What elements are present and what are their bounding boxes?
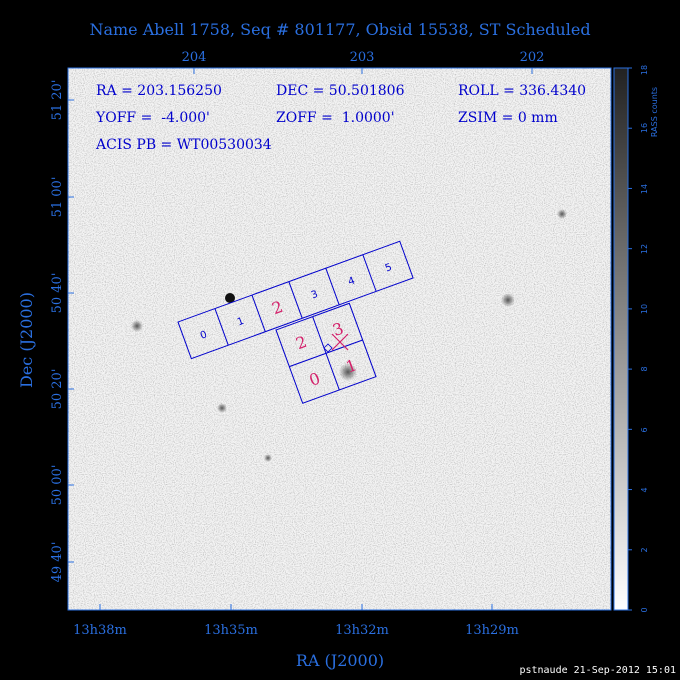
colorbar-tick-16: 16 (640, 123, 649, 133)
colorbar-tick-18: 18 (640, 65, 649, 75)
info-zsim: ZSIM = 0 mm (458, 110, 558, 126)
aimpoint-marker (323, 333, 349, 353)
colorbar-tick-10: 10 (640, 304, 649, 314)
bottom-axis: 13h38m 13h35m 13h32m 13h29m RA (J2000) (73, 604, 519, 670)
acis-s-chip-1: 1 (236, 316, 246, 329)
sky-image (68, 68, 611, 610)
left-tick-50-40: 50 40' (50, 273, 65, 314)
top-tick-203: 203 (350, 50, 375, 65)
colorbar-label: RASS counts (650, 87, 659, 137)
top-tick-204: 204 (182, 50, 207, 65)
bottom-tick-13h38m: 13h38m (73, 623, 127, 638)
left-tick-50-00: 50 00' (50, 465, 65, 506)
info-dec: DEC = 50.501806 (276, 83, 405, 99)
colorbar-tick-4: 4 (640, 487, 649, 492)
info-acis-pb: ACIS PB = WT00530034 (95, 137, 272, 153)
top-tick-202: 202 (520, 50, 545, 65)
top-axis: 204 203 202 (182, 50, 545, 74)
colorbar: 0 2 4 6 8 10 12 14 16 18 RASS counts (613, 65, 659, 613)
bottom-tick-13h35m: 13h35m (204, 623, 258, 638)
left-tick-49-40: 49 40' (50, 542, 65, 583)
colorbar-tick-2: 2 (640, 547, 649, 552)
x-axis-label: RA (J2000) (296, 651, 384, 670)
info-yoff: YOFF = -4.000' (95, 110, 210, 126)
footer-credit: pstnaude 21-Sep-2012 15:01 (519, 665, 676, 676)
bottom-tick-13h29m: 13h29m (465, 623, 519, 638)
pointing-info: RA = 203.156250 DEC = 50.501806 ROLL = 3… (95, 83, 586, 153)
colorbar-tick-8: 8 (640, 366, 649, 371)
info-roll: ROLL = 336.4340 (458, 83, 586, 99)
acis-s-chip-0: 0 (199, 329, 209, 342)
left-tick-51-20: 51 20' (50, 80, 65, 121)
colorbar-tick-12: 12 (640, 244, 649, 254)
acis-s-chip-5: 5 (384, 262, 394, 275)
colorbar-tick-6: 6 (640, 427, 649, 432)
colorbar-tick-0: 0 (640, 607, 649, 612)
bright-source (225, 293, 235, 303)
info-ra: RA = 203.156250 (96, 83, 222, 99)
bottom-tick-13h32m: 13h32m (335, 623, 389, 638)
axes-frame (67, 67, 612, 611)
target-diamond (323, 343, 333, 353)
info-zoff: ZOFF = 1.0000' (276, 110, 395, 126)
acis-s-chip-4: 4 (347, 275, 357, 288)
left-tick-51-00: 51 00' (50, 177, 65, 218)
left-axis: 51 20' 51 00' 50 40' 50 20' 50 00' 49 40… (17, 80, 74, 583)
y-axis-label: Dec (J2000) (17, 292, 36, 388)
plot-title: Name Abell 1758, Seq # 801177, Obsid 155… (89, 20, 590, 39)
left-tick-50-20: 50 20' (50, 369, 65, 410)
colorbar-tick-14: 14 (640, 184, 649, 194)
acis-s-chip-3: 3 (310, 289, 320, 302)
